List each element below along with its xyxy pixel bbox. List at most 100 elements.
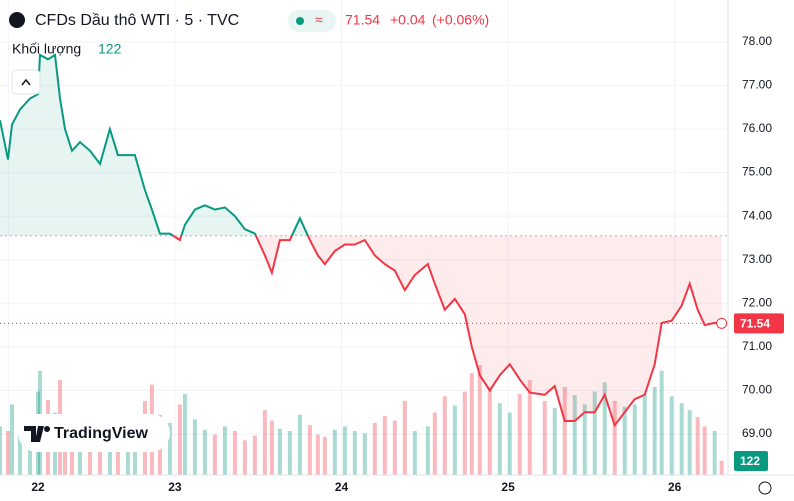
y-tick-label: 75.00 [742,165,772,179]
volume-bar [562,387,567,475]
volume-bar [222,426,227,475]
volume-bar [517,393,522,475]
last-point [716,317,728,329]
volume-bar [622,406,627,475]
volume-bar [362,433,367,475]
volume-bar [572,395,577,475]
y-tick-label: 76.00 [742,121,772,135]
volume-bar [542,400,547,475]
volume-bar [442,396,447,475]
volume-bar [507,412,512,475]
last-price: 71.54 [345,12,380,28]
volume-bar [252,435,257,475]
volume-bar [412,431,417,475]
collapse-button[interactable] [11,69,41,95]
y-tick-label: 70.00 [742,383,772,397]
x-tick-label: 24 [335,480,349,494]
volume-bar [695,417,700,475]
volume-bar [167,422,172,475]
volume-bar [192,419,197,475]
volume-bar [487,387,492,475]
brand-name: TradingView [54,425,149,442]
volume-bar [669,396,674,475]
volume-bar [552,407,557,475]
volume-bar [17,434,22,475]
volume-bar [107,434,112,475]
y-tick-label: 72.00 [742,295,772,309]
y-tick-label: 77.00 [742,78,772,92]
brand-badge[interactable] [18,414,170,452]
y-tick-label: 78.00 [742,34,772,48]
volume-bar [612,400,617,475]
volume-bar [527,380,532,475]
volume-bar [392,420,397,475]
volume-bar [77,433,82,475]
volume-bar [592,391,597,475]
volume-value: 122 [98,41,122,57]
volume-bar [9,404,14,475]
x-tick-label: 26 [668,480,682,494]
volume-bar [322,436,327,475]
volume-tag [734,451,768,471]
symbol-icon [9,12,25,28]
volume-bar [679,403,684,475]
volume-bar [87,440,92,475]
change: +0.04 [390,12,426,28]
symbol-title: CFDs Dầu thô WTI · 5 · TVC [35,12,239,29]
brand-logo [24,426,51,442]
volume-bar [332,429,337,475]
volume-bar [232,431,237,475]
volume-bar [132,431,137,475]
status-dot [296,17,304,25]
y-tick-label: 69.00 [742,426,772,440]
volume-bar [352,431,357,475]
volume-bar [632,404,637,475]
volume-bar [602,382,607,475]
volume-bar [477,365,482,475]
volume-bar [5,431,10,475]
price-line [0,53,722,428]
volume-tag-label: 122 [740,454,760,468]
volume-bar [712,431,717,475]
volume-label: Khối lượng [12,41,81,57]
volume-bar [719,460,724,475]
volume-bar [269,420,274,475]
volume-bar [262,410,267,475]
volume-bar [432,412,437,475]
x-tick-label: 25 [501,480,515,494]
volume-bar [702,426,707,475]
volume-bar [287,431,292,475]
volume-bar [642,393,647,475]
volume-bar [297,414,302,475]
volume-bar [652,387,657,475]
y-tick-label: 73.00 [742,252,772,266]
volume-bar [382,415,387,475]
settings-icon[interactable] [758,481,772,495]
volume-bar [497,403,502,475]
volume-bar [582,404,587,475]
volume-bar [182,393,187,475]
volume-bar [277,428,282,475]
volume-bar [372,422,377,475]
volume-bar [342,426,347,475]
volume-bar [307,425,312,475]
baseline-area [0,54,722,426]
status-icon: ≈ [315,12,323,28]
last-price-tag [734,313,784,334]
volume-bar [202,429,207,475]
volume-bar [402,400,407,475]
status-pill [288,10,336,32]
x-tick-label: 23 [168,480,182,494]
volume-bar [0,426,2,475]
volume-bar [425,426,430,475]
y-tick-label: 74.00 [742,208,772,222]
collapse-icon [21,78,31,86]
volume-bar [69,429,74,475]
y-tick-label: 71.00 [742,339,772,353]
volume-bar [177,404,182,475]
volume-bar [659,370,664,475]
x-tick-label: 22 [31,480,45,494]
change-pct: (+0.06%) [432,12,489,28]
volume-bar [452,405,457,475]
